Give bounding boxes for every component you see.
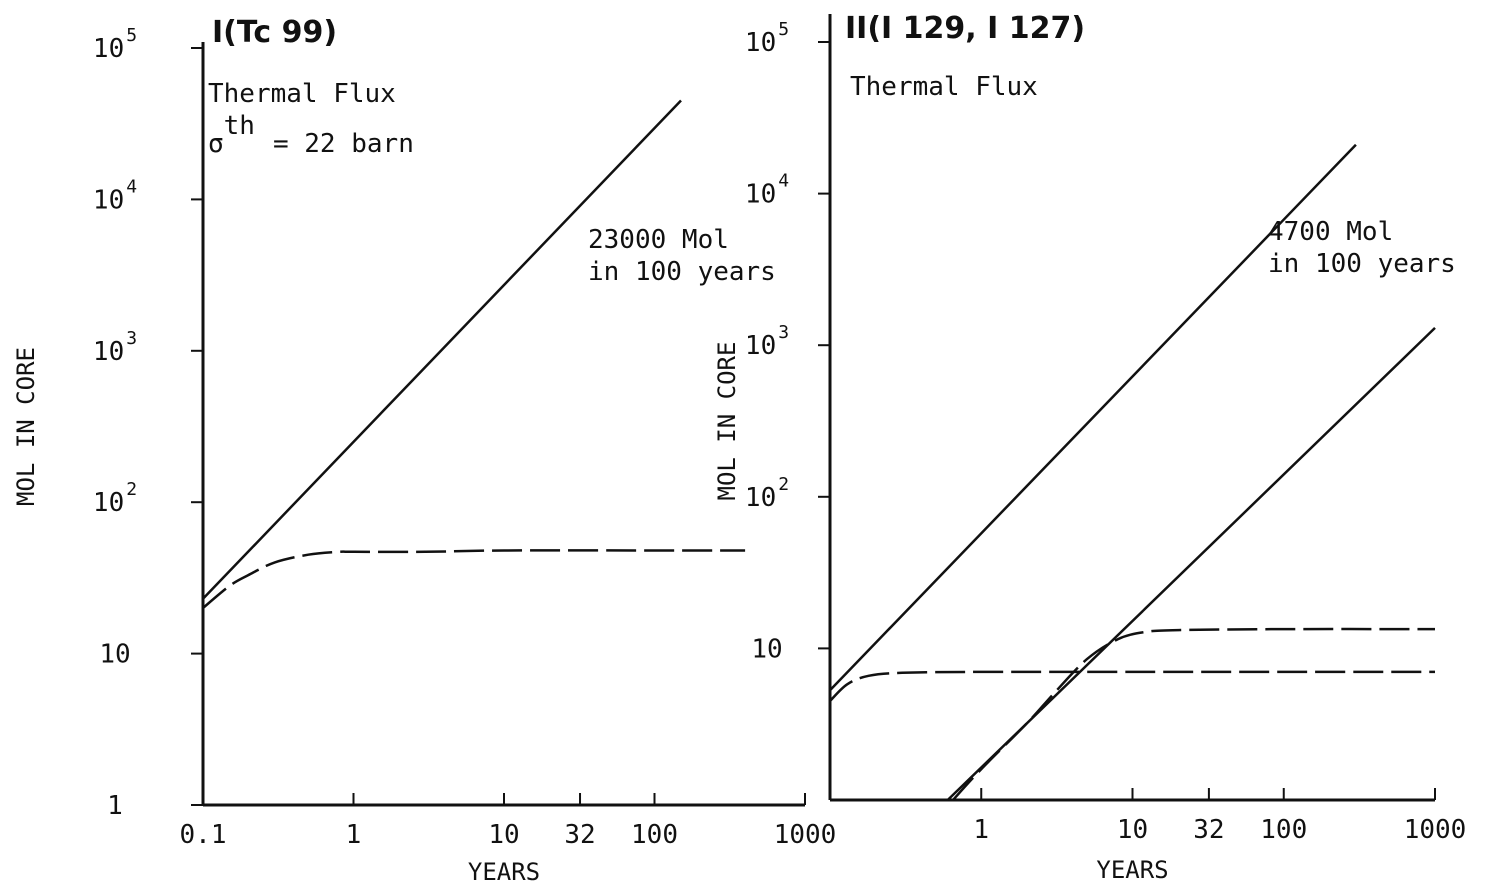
x-axis-title: YEARS: [468, 858, 540, 886]
series-line-2-dashed: [829, 670, 1435, 702]
x-tick-label: 32: [1193, 815, 1224, 845]
y-tick-label: 10 5: [745, 19, 789, 58]
x-tick-label: 1: [973, 815, 989, 845]
x-tick-label: 1000: [774, 820, 837, 850]
y-tick-label: 10 4: [93, 176, 137, 215]
y-axis-title: MOL IN CORE: [713, 342, 741, 501]
y-tick-label: 10: [751, 634, 782, 664]
annotation-amount: 4700 Mol in 100 years: [1268, 217, 1456, 279]
series-line-1-solid: [829, 143, 1357, 692]
y-tick-label: 10 3: [745, 322, 789, 361]
y-tick-label: 10 2: [93, 479, 137, 518]
annotation-flux: Thermal Flux: [850, 72, 1038, 102]
x-tick-label: 10: [488, 820, 519, 850]
y-tick-label: 1: [107, 791, 123, 821]
x-tick-label: 10: [1117, 815, 1148, 845]
series-line-4-dashed: [952, 627, 1436, 801]
series-line-1-solid: [202, 99, 682, 600]
annotation-flux: Thermal Flux: [208, 79, 396, 109]
x-tick-label: 100: [631, 820, 678, 850]
series-line-2-dashed: [202, 549, 746, 609]
panel-title: I(Tc 99): [212, 15, 337, 50]
panel-title: II(I 129, I 127): [845, 11, 1085, 46]
x-tick-label: 0.1: [180, 820, 227, 850]
y-tick-label: 10 4: [745, 171, 789, 210]
x-tick-label: 100: [1260, 815, 1307, 845]
y-tick-label: 10: [99, 640, 130, 670]
chart-panel-2: 10 10 2 10 3 10 4 10 5 1 10 32 100 1000 YEARS MOL IN CO…: [713, 11, 1466, 884]
series-line-3-solid: [946, 327, 1436, 801]
x-tick-label: 32: [564, 820, 595, 850]
annotation-amount: 23000 Mol in 100 years: [588, 225, 776, 287]
y-tick-label: 10 2: [745, 474, 789, 513]
x-tick-label: 1000: [1404, 815, 1467, 845]
x-tick-label: 1: [346, 820, 362, 850]
annotation-sigma: σth= 22 barn: [208, 111, 414, 159]
y-tick-label: 10 5: [93, 25, 137, 64]
x-axis-title: YEARS: [1096, 856, 1168, 884]
y-axis-title: MOL IN CORE: [12, 347, 40, 506]
y-tick-label: 10 3: [93, 328, 137, 367]
